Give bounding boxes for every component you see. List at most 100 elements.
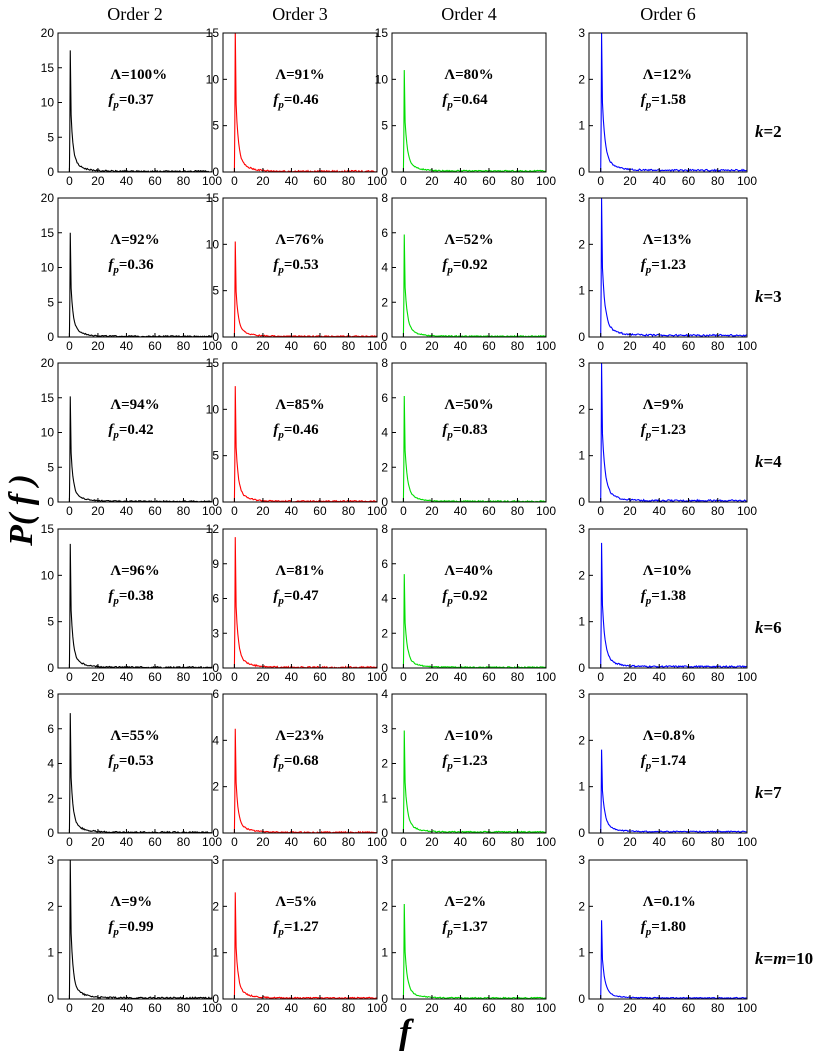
annotation-lambda: Λ=2% [444, 894, 486, 910]
x-tick-label: 60 [682, 174, 696, 188]
y-tick-label: 0 [47, 165, 54, 179]
x-axis-label: f [399, 1012, 414, 1051]
y-tick-label: 1 [578, 780, 585, 794]
y-tick-label: 15 [206, 191, 220, 205]
annotation-fp: fp=1.23 [641, 257, 686, 276]
x-tick-label: 0 [66, 504, 73, 518]
row-labels: k=2 k=3 k=4 k=6 k=7 k=m=10 [755, 122, 813, 968]
y-tick-label: 2 [212, 780, 219, 794]
x-tick-label: 20 [623, 504, 637, 518]
x-tick-label: 0 [66, 670, 73, 684]
y-tick-label: 4 [381, 261, 388, 275]
y-tick-label: 0 [212, 826, 219, 840]
x-tick-label: 100 [202, 174, 222, 188]
y-tick-label: 1 [578, 119, 585, 133]
y-tick-label: 0 [212, 495, 219, 509]
y-tick-label: 3 [578, 26, 585, 40]
x-tick-label: 60 [148, 174, 162, 188]
x-tick-label: 100 [737, 339, 757, 353]
annotation-lambda: Λ=12% [643, 67, 692, 83]
x-tick-label: 60 [313, 174, 327, 188]
x-tick-label: 0 [597, 670, 604, 684]
column-titles: Order 2 Order 3 Order 4 Order 6 [107, 4, 695, 24]
annotation-lambda: Λ=96% [110, 563, 159, 579]
y-tick-label: 5 [47, 295, 54, 309]
x-tick-label: 100 [536, 339, 556, 353]
y-tick-label: 6 [381, 391, 388, 405]
x-tick-label: 0 [66, 1001, 73, 1015]
x-tick-label: 0 [66, 339, 73, 353]
y-tick-label: 10 [41, 261, 55, 275]
x-tick-label: 80 [511, 1001, 525, 1015]
x-tick-label: 60 [682, 504, 696, 518]
y-tick-label: 6 [47, 722, 54, 736]
column-title-2: Order 3 [272, 4, 327, 24]
annotation-fp: fp=0.46 [273, 92, 319, 111]
y-tick-label: 2 [381, 899, 388, 913]
y-tick-label: 0 [47, 992, 54, 1006]
annotation-fp: fp=0.53 [108, 753, 153, 772]
y-tick-label: 0 [578, 826, 585, 840]
x-tick-label: 40 [285, 670, 299, 684]
y-tick-label: 10 [41, 426, 55, 440]
series-curve [600, 542, 747, 668]
y-tick-label: 0 [578, 661, 585, 675]
x-tick-label: 100 [536, 670, 556, 684]
y-tick-label: 3 [381, 722, 388, 736]
annotation-fp: fp=1.80 [641, 919, 686, 938]
y-tick-label: 2 [381, 295, 388, 309]
y-tick-label: 15 [375, 26, 389, 40]
y-tick-label: 5 [212, 284, 219, 298]
x-tick-label: 80 [342, 339, 356, 353]
y-tick-label: 15 [41, 522, 55, 536]
x-tick-label: 20 [91, 174, 105, 188]
x-tick-label: 80 [342, 504, 356, 518]
series-curve [402, 70, 546, 172]
series-curve [233, 386, 377, 502]
x-tick-label: 100 [202, 1001, 222, 1015]
x-tick-label: 60 [313, 504, 327, 518]
annotation-lambda: Λ=9% [643, 397, 685, 413]
x-tick-label: 40 [454, 1001, 468, 1015]
panel-frame [222, 693, 378, 834]
x-tick-label: 40 [120, 1001, 134, 1015]
column-title-3: Order 4 [441, 4, 496, 24]
x-tick-label: 100 [367, 670, 387, 684]
x-tick-label: 60 [482, 670, 496, 684]
y-tick-label: 1 [578, 615, 585, 629]
y-tick-label: 4 [381, 426, 388, 440]
y-axis-label: P( f ) [3, 474, 40, 547]
panel-frame [222, 362, 378, 503]
annotation-lambda: Λ=92% [110, 232, 159, 248]
annotation-lambda: Λ=0.1% [643, 894, 696, 910]
x-tick-label: 40 [285, 1001, 299, 1015]
x-tick-label: 100 [737, 835, 757, 849]
annotation-lambda: Λ=23% [275, 728, 324, 744]
x-tick-label: 60 [682, 835, 696, 849]
y-tick-label: 0 [381, 330, 388, 344]
x-tick-label: 20 [425, 339, 439, 353]
x-tick-label: 40 [653, 835, 667, 849]
x-tick-label: 40 [653, 670, 667, 684]
y-tick-label: 15 [206, 26, 220, 40]
x-tick-label: 20 [623, 835, 637, 849]
x-tick-label: 20 [256, 339, 270, 353]
x-tick-label: 0 [597, 835, 604, 849]
y-tick-label: 1 [578, 284, 585, 298]
row-label-6: k=m=10 [755, 949, 813, 968]
y-tick-label: 0 [47, 661, 54, 675]
x-tick-label: 20 [91, 504, 105, 518]
y-tick-label: 5 [47, 615, 54, 629]
annotation-fp: fp=0.92 [442, 257, 487, 276]
x-tick-label: 40 [653, 504, 667, 518]
y-tick-label: 3 [578, 522, 585, 536]
annotation-lambda: Λ=52% [444, 232, 493, 248]
annotation-fp: fp=0.64 [442, 92, 488, 111]
x-tick-label: 60 [148, 670, 162, 684]
panel-frame [222, 32, 378, 173]
x-tick-label: 60 [313, 670, 327, 684]
x-tick-label: 40 [454, 835, 468, 849]
y-tick-label: 3 [578, 356, 585, 370]
panel-frame [588, 197, 748, 338]
